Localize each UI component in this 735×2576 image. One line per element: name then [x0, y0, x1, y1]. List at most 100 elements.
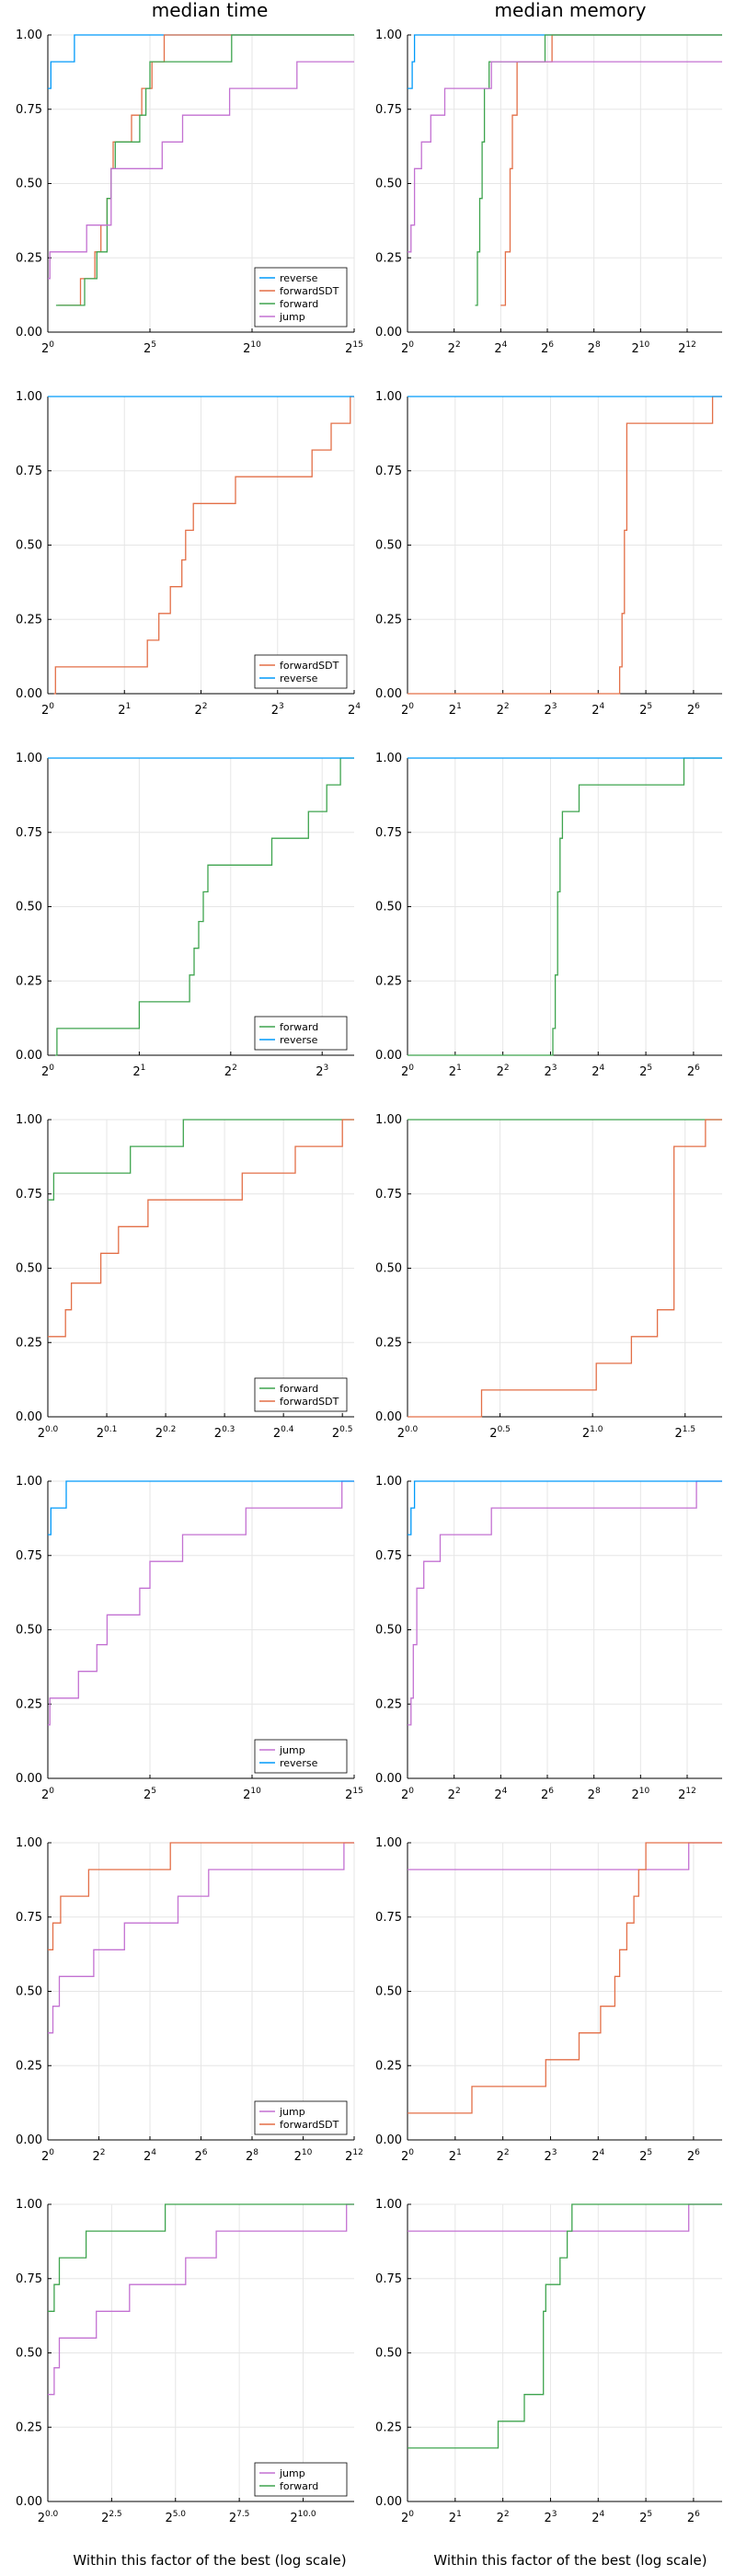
legend-label: reverse: [280, 1034, 318, 1046]
y-tick-label: 0.50: [16, 539, 42, 553]
series-line-jump: [408, 61, 722, 253]
x-tick-label: 26: [541, 340, 554, 356]
y-tick-label: 1.00: [16, 390, 42, 404]
y-tick-label: 0.50: [16, 901, 42, 914]
y-tick-label: 1.00: [375, 1113, 402, 1127]
y-tick-label: 0.25: [16, 974, 42, 988]
x-tick-label: 20.0: [397, 1425, 419, 1441]
x-tick-label: 20: [41, 340, 54, 356]
x-tick-label: 20: [41, 1787, 54, 1802]
gridlines: [407, 757, 722, 1056]
x-tick-label: 28: [246, 2148, 258, 2164]
y-tick-label: 1.00: [375, 752, 402, 765]
legend-label: forward: [280, 2480, 318, 2492]
chart-panel: 0.00 0.25 0.50 0.75 1.00 20.0 20.5 21.0 21.5: [375, 1113, 722, 1441]
y-tick-label: 0.75: [16, 1188, 42, 1202]
x-tick-label: 25: [639, 2148, 652, 2164]
x-tick-label: 23: [271, 702, 284, 718]
series-line-forwardSDT: [48, 1842, 354, 1950]
y-tick-label: 0.50: [375, 901, 402, 914]
x-tick-label: 22.5: [101, 2510, 122, 2525]
chart-panel: 0.00 0.25 0.50 0.75 1.00 20 22 24 26 28 210 212: [375, 29, 722, 356]
x-tick-label: 24: [591, 2510, 604, 2525]
y-tick-label: 1.00: [16, 1836, 42, 1850]
series-line-jump: [408, 1480, 722, 1726]
y-tick-label: 0.25: [16, 251, 42, 265]
x-tick-label: 23: [544, 2148, 557, 2164]
y-tick-label: 0.25: [375, 2059, 402, 2073]
y-tick-label: 0.25: [16, 1336, 42, 1350]
y-tick-label: 0.75: [375, 1911, 402, 1925]
y-tick-label: 1.00: [375, 390, 402, 404]
y-tick-label: 0.00: [16, 1049, 42, 1063]
series-line-reverse: [408, 1480, 722, 1535]
y-tick-label: 0.25: [16, 613, 42, 627]
x-tick-label: 22: [92, 2148, 105, 2164]
series-line-forwardSDT: [48, 1119, 354, 1338]
x-tick-label: 212: [678, 340, 696, 356]
gridlines: [47, 396, 355, 695]
x-tick-label: 20: [41, 702, 54, 718]
series-line-reverse: [48, 34, 354, 89]
x-tick-label: 20: [401, 702, 414, 718]
x-tick-label: 24: [591, 2148, 604, 2164]
series-line-forwardSDT: [408, 1842, 722, 2114]
y-tick-label: 1.00: [375, 29, 402, 42]
y-tick-label: 0.75: [16, 1549, 42, 1563]
series-line-jump: [408, 1842, 722, 1870]
x-tick-label: 26: [687, 2148, 700, 2164]
y-tick-label: 0.75: [375, 826, 402, 840]
y-tick-label: 0.25: [375, 2421, 402, 2434]
y-tick-label: 0.00: [16, 326, 42, 339]
x-tick-label: 20: [401, 340, 414, 356]
legend-label: forwardSDT: [280, 2119, 339, 2131]
y-tick-label: 1.00: [375, 2198, 402, 2212]
y-tick-label: 1.00: [375, 1475, 402, 1489]
chart-panel: 0.00 0.25 0.50 0.75 1.00 20 21 22 23 forwardrever…: [16, 752, 354, 1079]
x-tick-label: 22: [497, 2510, 510, 2525]
legend-label: jump: [279, 311, 305, 323]
x-tick-label: 21: [449, 702, 462, 718]
y-tick-label: 0.50: [375, 2347, 402, 2361]
chart-panel: 0.00 0.25 0.50 0.75 1.00 20 22 24 26 28 210 212 jump…: [16, 1836, 363, 2164]
series-line-jump: [48, 2203, 354, 2396]
y-tick-label: 0.50: [375, 1262, 402, 1276]
x-tick-label: 24: [348, 702, 361, 718]
y-tick-label: 0.50: [375, 178, 402, 191]
legend-box: [254, 1016, 348, 1051]
series-line-forwardSDT: [408, 396, 722, 695]
x-axis-label-time: Within this factor of the best (log scal…: [73, 2552, 346, 2569]
x-tick-label: 210.0: [290, 2510, 316, 2525]
legend-label: jump: [279, 2106, 305, 2118]
legend-label: forward: [280, 1021, 318, 1033]
y-tick-label: 0.00: [16, 2495, 42, 2509]
y-tick-label: 0.75: [16, 826, 42, 840]
y-tick-label: 0.25: [375, 1697, 402, 1711]
x-tick-label: 21: [449, 1064, 462, 1079]
gridlines: [407, 2203, 722, 2502]
y-tick-label: 1.00: [16, 752, 42, 765]
gridlines: [407, 1480, 722, 1779]
y-tick-label: 0.75: [375, 2272, 402, 2286]
y-tick-label: 0.00: [375, 687, 402, 701]
x-tick-label: 23: [316, 1064, 328, 1079]
x-tick-label: 20: [401, 2510, 414, 2525]
x-tick-label: 21: [132, 1064, 145, 1079]
x-tick-label: 215: [345, 340, 363, 356]
x-tick-label: 26: [687, 2510, 700, 2525]
y-tick-label: 1.00: [16, 29, 42, 42]
legend-label: forwardSDT: [280, 1396, 339, 1408]
x-tick-label: 20.1: [97, 1425, 118, 1441]
series-line-jump: [48, 61, 354, 280]
x-tick-label: 20: [401, 2148, 414, 2164]
x-tick-label: 23: [544, 1064, 557, 1079]
series-line-forwardSDT: [58, 34, 354, 306]
x-tick-label: 25: [639, 702, 652, 718]
x-tick-label: 24: [494, 340, 507, 356]
x-tick-label: 210: [294, 2148, 313, 2164]
y-tick-label: 0.25: [375, 1336, 402, 1350]
